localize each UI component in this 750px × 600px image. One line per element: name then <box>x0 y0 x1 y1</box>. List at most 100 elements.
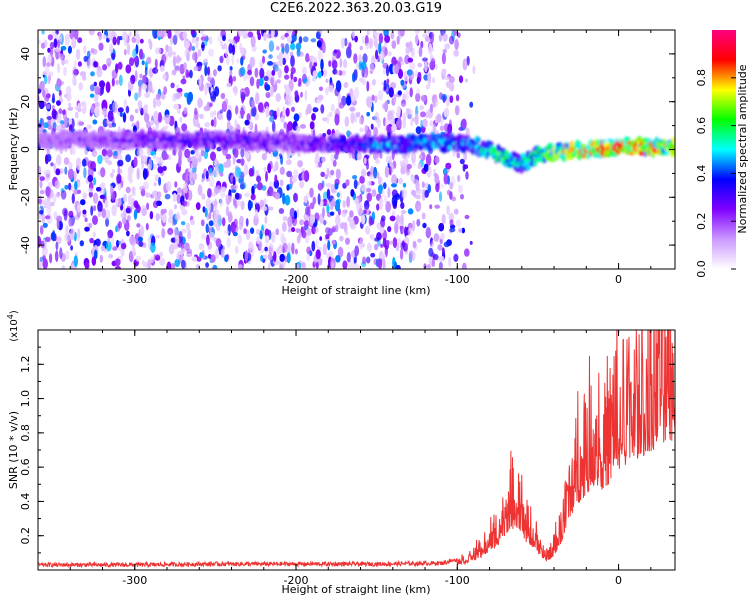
spectrogram-noise-cell <box>382 237 387 248</box>
spectrogram-noise-cell <box>312 70 317 78</box>
spectrogram-noise-cell <box>56 218 60 230</box>
spectrogram-noise-cell <box>324 174 328 180</box>
spectrogram-noise-cell <box>183 107 188 115</box>
spectrogram-noise-cell <box>149 211 154 220</box>
spectrogram-signal-cell <box>250 144 255 152</box>
spectrogram-noise-cell <box>411 251 416 262</box>
spectrogram-noise-cell <box>197 49 202 57</box>
spectrogram-noise-cell <box>222 35 226 42</box>
spectrogram-noise-cell <box>133 156 138 168</box>
spectrogram-noise-cell <box>316 31 321 40</box>
spectrogram-noise-cell <box>276 79 281 84</box>
y-tick-label: 0.8 <box>19 424 32 442</box>
spectrogram-noise-cell <box>366 81 370 92</box>
spectrogram-noise-cell <box>270 77 274 86</box>
spectrogram-signal-cell <box>455 147 460 153</box>
spectrogram-noise-cell <box>68 162 73 170</box>
spectrogram-noise-cell <box>155 156 161 164</box>
spectrogram-noise-cell <box>224 254 229 262</box>
colorbar-ticks: 0.00.20.40.60.8 <box>695 69 736 278</box>
spectrogram-noise-cell <box>309 121 315 130</box>
spectrogram-noise-cell <box>454 39 459 50</box>
spectrogram-noise-cell <box>213 166 220 178</box>
spectrogram-noise-cell <box>109 43 114 54</box>
spectrogram-noise-cell <box>325 227 331 234</box>
spectrogram-noise-cell <box>56 154 62 166</box>
spectrogram-noise-cell <box>125 154 131 163</box>
spectrogram-noise-cell <box>243 228 247 235</box>
spectrogram-noise-cell <box>434 63 438 70</box>
spectrogram-noise-cell <box>166 261 172 269</box>
spectrogram-noise-cell <box>391 115 396 128</box>
spectrogram-noise-cell <box>123 98 128 108</box>
spectrogram-noise-cell <box>319 236 323 241</box>
spectrogram-noise-cell <box>136 223 141 228</box>
spectrogram-noise-cell <box>167 227 174 235</box>
spectrogram-noise-cell <box>154 58 158 69</box>
y-tick-label: 0.6 <box>19 458 32 476</box>
spectrogram-noise-cell <box>318 86 324 92</box>
x-tick-label: -200 <box>284 273 309 286</box>
spectrogram-noise-cell <box>217 35 223 43</box>
spectrogram-noise-cell <box>293 76 298 83</box>
spectrogram-noise-cell <box>112 101 118 113</box>
spectrogram-noise-cell <box>378 33 384 44</box>
spectrogram-noise-cell <box>232 86 238 93</box>
spectrogram-noise-cell <box>111 169 115 174</box>
spectrogram-noise-cell <box>204 84 208 96</box>
spectrogram-noise-cell <box>415 126 422 134</box>
spectrogram-noise-cell <box>398 177 404 185</box>
spectrogram-noise-cell <box>267 262 271 269</box>
spectrogram-signal-cell <box>274 145 278 151</box>
spectrogram-noise-cell <box>458 228 463 233</box>
spectrogram-noise-cell <box>217 163 224 175</box>
spectrogram-noise-cell <box>159 257 166 266</box>
spectrogram-noise-cell <box>371 211 375 222</box>
spectrogram-noise-cell <box>172 34 178 45</box>
spectrogram-noise-cell <box>268 246 272 255</box>
spectrogram-noise-cell <box>345 179 350 187</box>
spectrogram-noise-cell <box>176 252 180 261</box>
spectrogram-noise-cell <box>244 152 250 159</box>
spectrogram-noise-cell <box>50 231 56 241</box>
spectrogram-noise-cell <box>90 71 95 77</box>
spectrogram-noise-cell <box>100 167 106 178</box>
spectrogram-noise-cell <box>373 166 378 179</box>
spectrogram-noise-cell <box>46 93 51 99</box>
spectrogram-noise-cell <box>67 106 74 111</box>
spectrogram-noise-cell <box>199 30 204 35</box>
spectrogram-noise-cell <box>162 214 166 223</box>
spectrogram-noise-cell <box>159 251 163 257</box>
spectrogram-noise-cell <box>300 91 303 98</box>
spectrogram-noise-cell <box>335 254 341 263</box>
spectrogram-noise-cell <box>92 119 98 125</box>
spectrogram-noise-cell <box>156 99 162 107</box>
spectrogram-noise-cell <box>366 96 373 108</box>
spectrogram-noise-cell <box>279 179 284 187</box>
spectrogram-noise-cell <box>135 255 141 262</box>
spectrogram-noise-cell <box>231 53 235 65</box>
spectrogram-noise-cell <box>424 189 429 198</box>
spectrogram-noise-cell <box>462 58 468 71</box>
spectrogram-noise-cell <box>73 255 79 268</box>
spectrogram-noise-cell <box>369 37 373 49</box>
spectrogram-noise-cell <box>52 93 55 104</box>
spectrogram-noise-cell <box>172 51 177 56</box>
spectrogram-noise-cell <box>139 225 145 238</box>
spectrogram-noise-cell <box>225 205 229 217</box>
spectrogram-noise-cell <box>287 242 291 254</box>
spectrogram-signal-cell <box>65 141 72 149</box>
spectrogram-noise-cell <box>41 30 45 35</box>
spectrogram-noise-cell <box>359 45 363 51</box>
spectrogram-noise-cell <box>293 192 298 203</box>
spectrogram-noise-cell <box>330 200 336 207</box>
spectrogram-signal-cell <box>408 142 415 147</box>
spectrogram-noise-cell <box>111 204 117 217</box>
spectrogram-noise-cell <box>195 36 199 42</box>
spectrogram-noise-cell <box>326 203 330 214</box>
spectrogram-noise-cell <box>378 42 382 55</box>
spectrogram-noise-cell <box>369 63 375 72</box>
spectrogram-noise-cell <box>414 69 418 78</box>
colorbar-scale <box>712 30 736 269</box>
